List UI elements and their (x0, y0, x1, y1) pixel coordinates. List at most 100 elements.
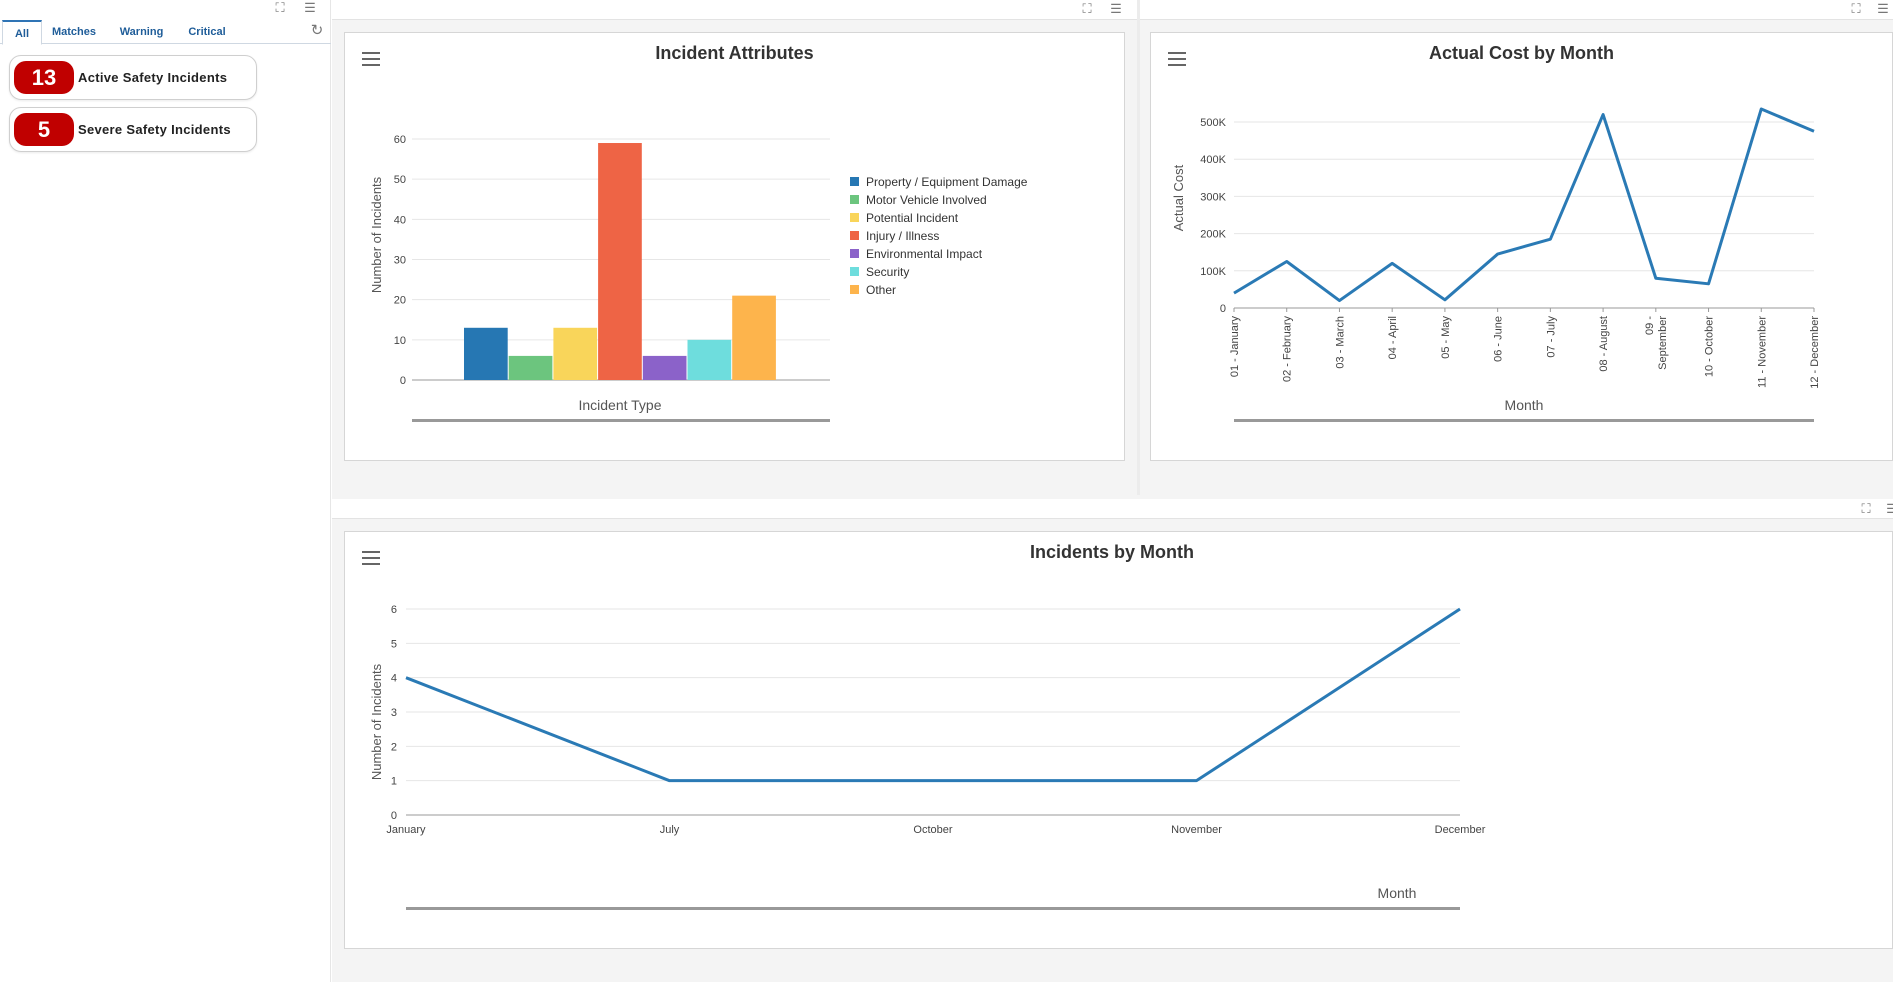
svg-text:02 - February: 02 - February (1282, 316, 1294, 383)
legend-swatch (850, 195, 859, 204)
kpi-active-safety-incidents[interactable]: 13 Active Safety Incidents (9, 55, 257, 100)
legend-label[interactable]: Potential Incident (866, 211, 959, 225)
bar[interactable] (553, 327, 598, 380)
legend-label[interactable]: Motor Vehicle Involved (866, 193, 987, 207)
y-tick-label: 300K (1200, 191, 1226, 203)
tab-matches[interactable]: Matches (51, 26, 97, 38)
maximize-icon[interactable]: ⛶ (1851, 1, 1861, 16)
maximize-icon[interactable]: ⛶ (275, 0, 285, 15)
y-tick-label: 20 (394, 295, 406, 307)
y-axis-label: Actual Cost (1171, 164, 1186, 231)
tab-critical[interactable]: Critical (188, 26, 226, 38)
actual-cost-card: Actual Cost by Month 0 100K 200K 300K 400K 50… (1150, 32, 1893, 461)
y-tick-label: 5 (391, 638, 397, 650)
legend-swatch (850, 285, 859, 294)
y-tick-label: 0 (391, 810, 397, 822)
x-tick-label: 05 - May (1440, 316, 1452, 359)
scrollbar[interactable] (412, 419, 830, 422)
maximize-icon[interactable]: ⛶ (1861, 501, 1871, 516)
x-tick-label: 03 - March (1334, 316, 1346, 369)
svg-text:12 - December: 12 - December (1809, 316, 1821, 389)
x-axis-label: Month (1505, 397, 1544, 413)
svg-text:September: September (1657, 316, 1669, 370)
bar[interactable] (642, 355, 687, 380)
chart-title: Incidents by Month (1030, 542, 1194, 562)
series-line[interactable] (1233, 107, 1815, 303)
x-tick-label: 09 - September (1644, 316, 1669, 370)
chart-menu-icon[interactable] (362, 551, 380, 565)
legend-label[interactable]: Environmental Impact (866, 247, 983, 261)
y-tick-label: 400K (1200, 154, 1226, 166)
bar[interactable] (687, 339, 732, 380)
kpi-count-badge: 5 (14, 113, 74, 146)
svg-text:03 - March: 03 - March (1334, 316, 1346, 369)
cost-line-chart: 0 100K 200K 300K 400K 500K 01 - January 02 - F… (1171, 107, 1821, 422)
bar[interactable] (508, 355, 553, 380)
panel-toolbar: ⛶ ☰ (1140, 0, 1893, 20)
y-tick-label: 40 (394, 214, 406, 226)
legend-label[interactable]: Security (866, 265, 909, 279)
legend-swatch (850, 249, 859, 258)
incident-attributes-card: Incident Attributes 0 10 20 30 40 50 60 Incide… (344, 32, 1125, 461)
maximize-icon[interactable]: ⛶ (1082, 1, 1092, 16)
y-tick-label: 60 (394, 134, 406, 146)
x-tick-label: 06 - June (1493, 316, 1505, 362)
legend-swatch (850, 231, 859, 240)
svg-text:01 - January: 01 - January (1229, 316, 1241, 378)
panel-menu-icon[interactable]: ☰ (1877, 1, 1889, 16)
svg-text:10 - October: 10 - October (1704, 316, 1716, 377)
kpi-label: Active Safety Incidents (78, 70, 228, 85)
bar[interactable] (732, 295, 776, 380)
legend-label[interactable]: Other (866, 283, 896, 297)
x-tick-label: July (660, 824, 680, 836)
panel-menu-icon[interactable]: ☰ (304, 0, 316, 15)
panel-menu-icon[interactable]: ☰ (1110, 1, 1122, 16)
x-tick-label: 10 - October (1704, 316, 1716, 377)
x-tick-label: 04 - April (1387, 316, 1399, 359)
svg-text:05 - May: 05 - May (1440, 316, 1452, 359)
x-tick-label: 07 - July (1545, 316, 1557, 358)
x-axis-label: Incident Type (578, 397, 661, 413)
svg-text:04 - April: 04 - April (1387, 316, 1399, 359)
bar[interactable] (464, 327, 508, 380)
chart-menu-icon[interactable] (1168, 52, 1186, 66)
y-tick-label: 4 (391, 673, 397, 685)
y-tick-label: 200K (1200, 229, 1226, 241)
incidents-line-chart: 0 1 2 3 4 5 6 January July October November Decemb… (369, 604, 1486, 910)
legend-label[interactable]: Injury / Illness (866, 229, 939, 243)
svg-text:07 - July: 07 - July (1545, 316, 1557, 358)
svg-text:08 - August: 08 - August (1598, 316, 1610, 372)
y-axis-label: Number of Incidents (369, 176, 384, 293)
y-tick-label: 3 (391, 707, 397, 719)
x-tick-label: 11 - November (1756, 316, 1768, 388)
svg-text:09 -: 09 - (1644, 316, 1656, 335)
scrollbar[interactable] (406, 907, 1460, 910)
y-tick-label: 10 (394, 335, 406, 347)
legend-label[interactable]: Property / Equipment Damage (866, 175, 1028, 189)
scrollbar[interactable] (1234, 419, 1814, 422)
x-tick-label: 02 - February (1282, 316, 1294, 383)
bar[interactable] (598, 143, 642, 380)
legend-swatch (850, 177, 859, 186)
y-tick-label: 0 (400, 375, 406, 387)
y-tick-label: 2 (391, 741, 397, 753)
kpi-severe-safety-incidents[interactable]: 5 Severe Safety Incidents (9, 107, 257, 152)
x-tick-label: October (913, 824, 952, 836)
kpi-count-badge: 13 (14, 61, 74, 94)
panel-toolbar: ⛶ ☰ (332, 499, 1893, 519)
y-tick-label: 100K (1200, 266, 1226, 278)
tab-all[interactable]: All (2, 20, 42, 45)
filter-tabs: All Matches Warning Critical ↻ (0, 20, 331, 45)
refresh-icon[interactable]: ↻ (310, 22, 324, 39)
series-line[interactable] (405, 607, 1461, 783)
panel-menu-icon[interactable]: ☰ (1886, 501, 1893, 516)
chart-menu-icon[interactable] (362, 52, 380, 66)
x-axis-label: Month (1378, 885, 1417, 901)
x-tick-label: 01 - January (1229, 316, 1241, 378)
kpi-label: Severe Safety Incidents (78, 122, 231, 137)
bar-chart: 0 10 20 30 40 50 60 Incident Type Number of In… (369, 134, 1028, 422)
x-tick-label: November (1171, 824, 1222, 836)
y-tick-label: 500K (1200, 117, 1226, 129)
legend-swatch (850, 267, 859, 276)
tab-warning[interactable]: Warning (119, 26, 164, 38)
